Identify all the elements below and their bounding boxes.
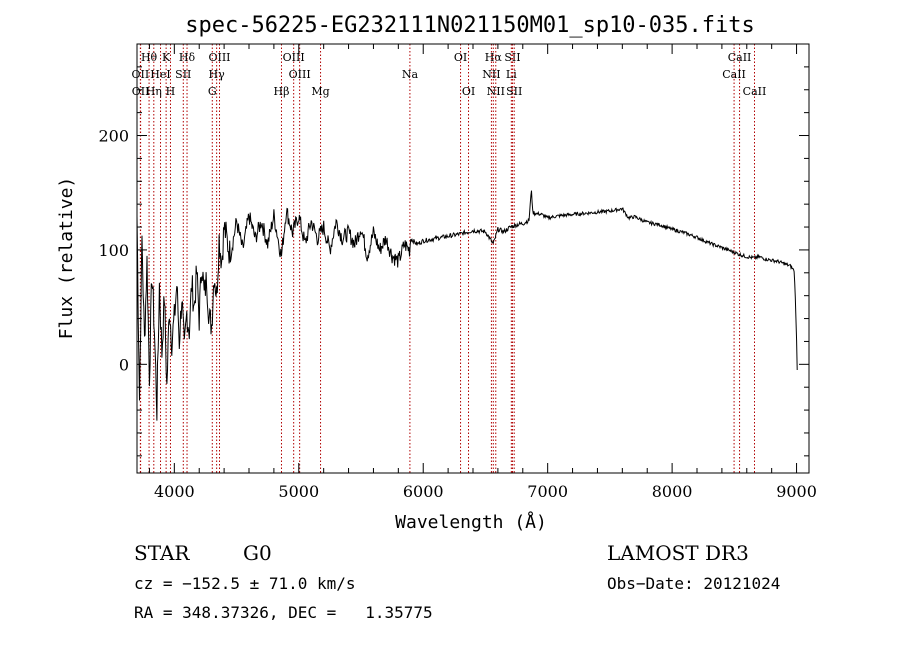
line-marker-label: Li [506,68,517,81]
line-marker-label: OIII [283,51,305,64]
line-marker-label: CaII [743,85,767,98]
line-marker-label: SII [175,68,191,81]
line-marker-label: Na [402,68,419,81]
line-marker-label: CaII [722,68,746,81]
line-marker-label: OII [132,68,150,81]
line-marker-label: G [208,85,217,98]
line-marker-label: NII [487,85,505,98]
object-class: STAR [134,541,190,565]
plot-frame [136,43,810,474]
series-line-spectrum [137,190,798,421]
line-marker-label: HeI [150,68,170,81]
y-tick-label: 0 [119,355,129,374]
y-axis-label: Flux (relative) [56,177,77,340]
line-marker-label: OIII [208,51,230,64]
line-marker-label: H [166,85,176,98]
y-tick-label: 100 [98,241,129,260]
y-tick-label: 200 [98,127,129,146]
line-marker-label: Hα [485,51,503,64]
chart-title: spec-56225-EG232111N021150M01_sp10-035.f… [185,13,755,38]
line-marker-label: Hβ [274,85,290,98]
line-marker-label: Hγ [209,68,226,81]
line-marker-label: CaII [728,51,752,64]
line-marker-label: Hδ [179,51,196,64]
line-marker-label: OIII [289,68,311,81]
observation-date: Obs−Date: 20121024 [607,574,781,593]
x-tick-label: 8000 [652,482,693,501]
sky-coordinates: RA = 348.37326, DEC = 1.35775 [134,603,433,622]
axes: 4000 5000 6000 7000 8000 9000 0 100 200 [98,43,817,501]
line-marker-label: K [162,51,171,64]
line-marker-label: OI [462,85,475,98]
line-marker-label: Hθ [141,51,158,64]
line-marker-label: Mg [311,85,329,98]
x-tick-label: 4000 [154,482,195,501]
line-marker-label: SII [504,51,520,64]
line-marker-label: NII [482,68,500,81]
x-tick-label: 9000 [776,482,817,501]
x-tick-label: 5000 [278,482,319,501]
line-marker-label: Hη [146,85,162,98]
series-layer [137,190,798,421]
x-tick-label: 7000 [527,482,568,501]
line-marker-label: SII [506,85,522,98]
line-marker-label: OII [132,85,150,98]
redshift-cz: cz = −152.5 ± 71.0 km/s [134,574,356,593]
x-axis-label: Wavelength (Å) [395,511,547,533]
line-marker-label: OI [454,51,467,64]
survey-name: LAMOST DR3 [607,541,749,565]
object-subclass: G0 [243,541,272,565]
x-tick-label: 6000 [403,482,444,501]
